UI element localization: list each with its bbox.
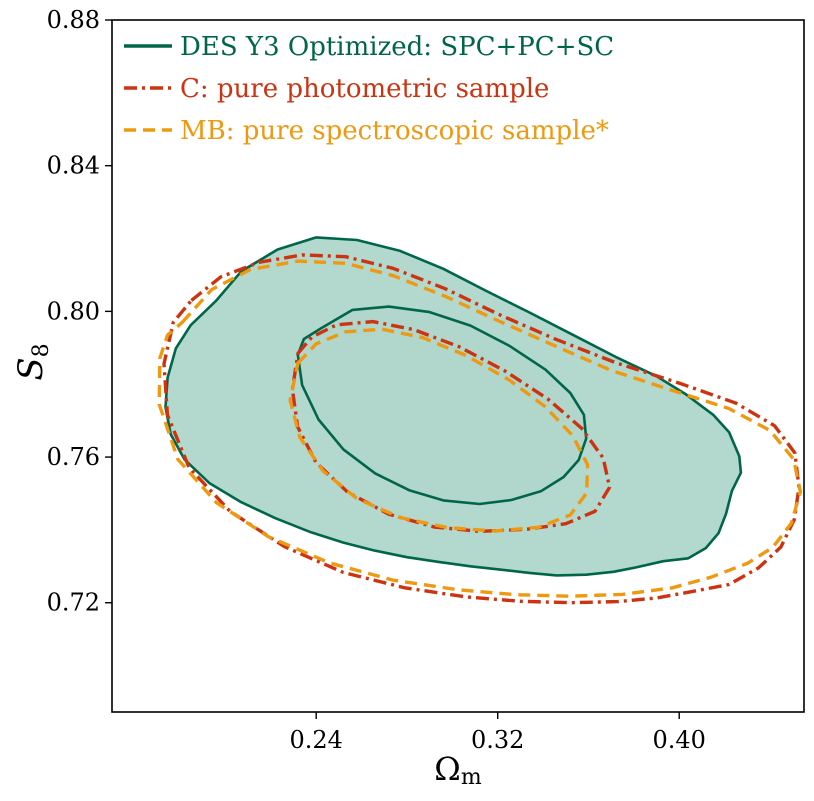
x-tick-label: 0.24 bbox=[289, 726, 342, 754]
plot-area bbox=[159, 237, 800, 602]
x-axis: 0.24 0.32 0.40 bbox=[289, 712, 705, 754]
legend-label-0: DES Y3 Optimized: SPC+PC+SC bbox=[180, 32, 614, 62]
y-tick-label: 0.88 bbox=[47, 6, 100, 34]
y-axis-label: S8 bbox=[11, 343, 54, 380]
y-tick-label: 0.84 bbox=[47, 152, 100, 180]
contour-chart: 0.720.760.800.840.88 0.24 0.32 0.40 Ωm S8 … bbox=[0, 0, 814, 801]
x-tick-label: 0.40 bbox=[652, 726, 705, 754]
x-axis-label: Ωm bbox=[434, 750, 482, 790]
legend: DES Y3 Optimized: SPC+PC+SC C: pure photo… bbox=[124, 32, 614, 146]
legend-label-2: MB: pure spectroscopic sample* bbox=[180, 116, 609, 146]
y-axis: 0.72 0.76 0.80 0.84 0.88 bbox=[47, 6, 112, 617]
y-tick-label: 0.80 bbox=[47, 297, 100, 325]
x-tick-label: 0.32 bbox=[471, 726, 524, 754]
legend-label-1: C: pure photometric sample bbox=[180, 74, 549, 104]
y-tick-label: 0.76 bbox=[47, 443, 100, 471]
y-tick-label: 0.72 bbox=[47, 589, 100, 617]
